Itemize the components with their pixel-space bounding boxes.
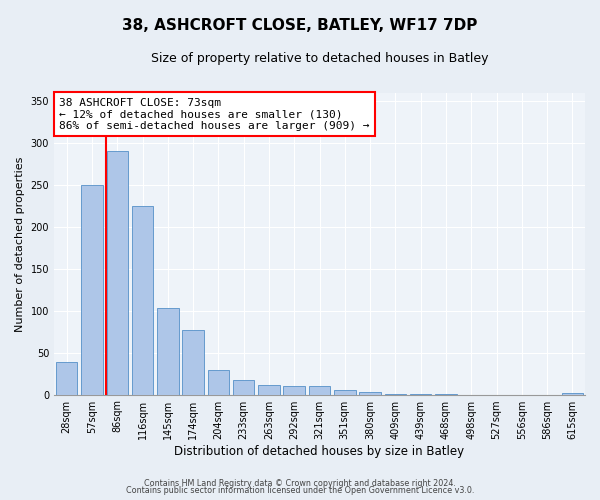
Bar [309, 386, 330, 394]
Bar [182, 330, 204, 394]
Y-axis label: Number of detached properties: Number of detached properties [15, 156, 25, 332]
Bar [258, 384, 280, 394]
Bar [283, 386, 305, 394]
Bar [334, 390, 356, 394]
Text: Contains HM Land Registry data © Crown copyright and database right 2024.: Contains HM Land Registry data © Crown c… [144, 478, 456, 488]
Bar [132, 206, 153, 394]
Bar [208, 370, 229, 394]
Bar [81, 185, 103, 394]
Text: 38, ASHCROFT CLOSE, BATLEY, WF17 7DP: 38, ASHCROFT CLOSE, BATLEY, WF17 7DP [122, 18, 478, 32]
Bar [233, 380, 254, 394]
Bar [359, 392, 381, 394]
Bar [56, 362, 77, 394]
Text: 38 ASHCROFT CLOSE: 73sqm
← 12% of detached houses are smaller (130)
86% of semi-: 38 ASHCROFT CLOSE: 73sqm ← 12% of detach… [59, 98, 370, 131]
Bar [107, 151, 128, 394]
Bar [562, 393, 583, 394]
X-axis label: Distribution of detached houses by size in Batley: Distribution of detached houses by size … [175, 444, 464, 458]
Bar [157, 308, 179, 394]
Title: Size of property relative to detached houses in Batley: Size of property relative to detached ho… [151, 52, 488, 66]
Text: Contains public sector information licensed under the Open Government Licence v3: Contains public sector information licen… [126, 486, 474, 495]
